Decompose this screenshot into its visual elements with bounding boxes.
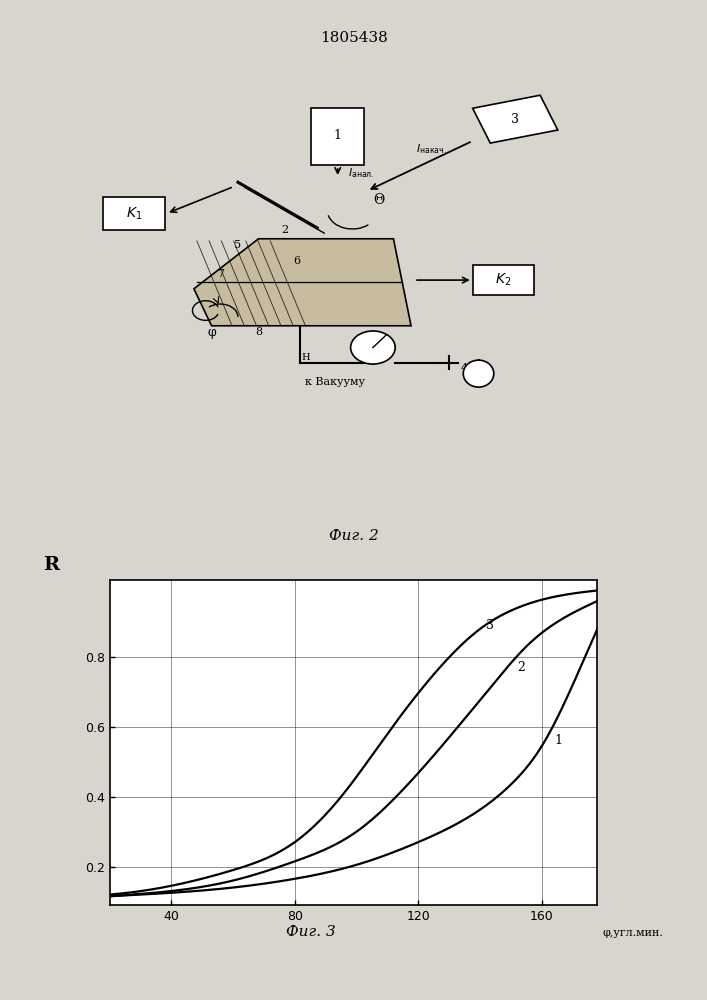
Text: 7: 7 (217, 269, 224, 279)
Polygon shape (473, 95, 558, 143)
Text: φ,угл.мин.: φ,угл.мин. (602, 928, 663, 938)
Text: H: H (301, 353, 310, 362)
Bar (103, 197, 165, 230)
Text: $K_1$: $K_1$ (126, 206, 142, 222)
Text: 4: 4 (461, 363, 468, 373)
Text: 1805438: 1805438 (320, 31, 387, 45)
Text: 1: 1 (554, 734, 562, 747)
Text: $I_{\rm накач.}$: $I_{\rm накач.}$ (416, 142, 447, 156)
Text: Фиг. 2: Фиг. 2 (329, 529, 378, 543)
Text: 2: 2 (517, 661, 525, 674)
Text: к Вакууму: к Вакууму (305, 377, 365, 387)
Circle shape (351, 331, 395, 364)
Text: Θ: Θ (373, 193, 385, 207)
Text: φ: φ (207, 326, 216, 339)
Text: Фиг. 3: Фиг. 3 (286, 926, 336, 940)
Text: 2: 2 (281, 225, 288, 235)
Bar (473, 265, 534, 295)
Text: $I_{\rm анал.}$: $I_{\rm анал.}$ (348, 167, 374, 180)
Text: 6: 6 (293, 256, 300, 266)
Text: $K_2$: $K_2$ (496, 272, 512, 288)
Text: R: R (43, 555, 59, 573)
Text: 1: 1 (334, 129, 341, 142)
Bar (311, 108, 364, 165)
Polygon shape (194, 239, 411, 326)
Ellipse shape (463, 360, 493, 387)
Text: 3: 3 (511, 113, 519, 126)
Text: 3: 3 (486, 619, 494, 632)
Text: 8: 8 (255, 327, 262, 337)
Text: 5: 5 (235, 240, 242, 250)
